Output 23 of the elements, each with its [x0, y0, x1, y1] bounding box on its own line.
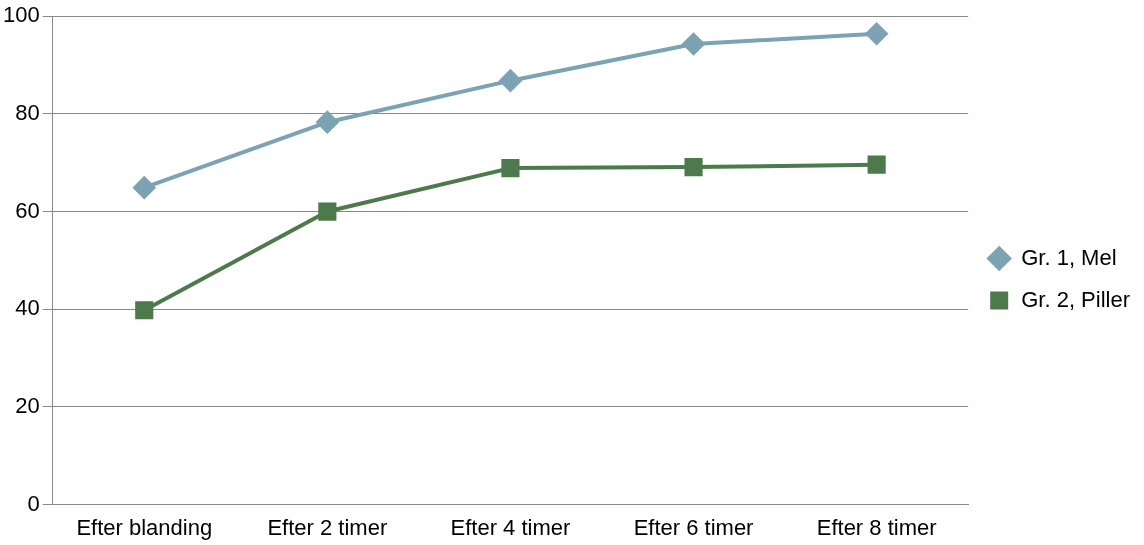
legend-label: Gr. 2, Piller — [1021, 286, 1130, 312]
y-tick-label: 0 — [27, 490, 40, 516]
y-tick-label: 40 — [15, 295, 40, 321]
point — [684, 158, 703, 177]
y-tick-label: 80 — [15, 99, 40, 125]
x-tick-label: Efter 6 timer — [633, 514, 754, 540]
y-tick-label: 20 — [15, 392, 40, 418]
point — [499, 69, 522, 92]
x-tick-label: Efter 4 timer — [450, 514, 571, 540]
point — [135, 301, 154, 320]
point — [133, 176, 156, 199]
x-tick-label: Efter 2 timer — [267, 514, 388, 540]
y-tick-label: 100 — [2, 2, 40, 28]
x-tick-label: Efter blanding — [76, 514, 213, 540]
y-tick-label: 60 — [15, 197, 40, 223]
x-tick-label: Efter 8 timer — [816, 514, 937, 540]
point — [867, 155, 886, 174]
point — [318, 202, 337, 221]
point — [501, 159, 520, 178]
legend-label: Gr. 1, Mel — [1021, 244, 1117, 270]
point — [865, 22, 888, 45]
point — [316, 111, 339, 134]
point — [682, 33, 705, 56]
